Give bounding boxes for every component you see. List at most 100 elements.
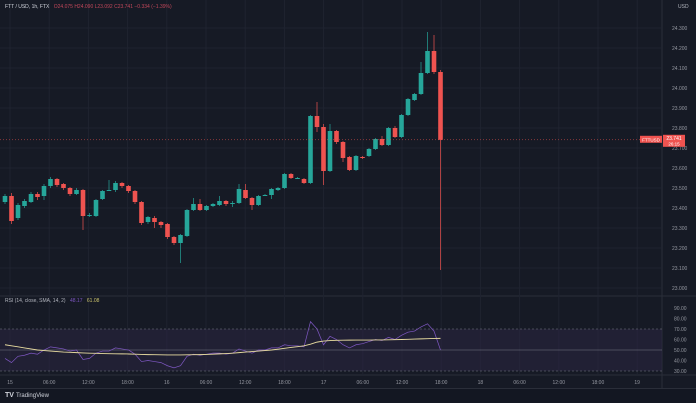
price-tick-label: 23.900 bbox=[672, 106, 688, 112]
time-tick-label: 18 bbox=[478, 380, 484, 386]
time-tick-label: 06:00 bbox=[200, 380, 213, 386]
time-tick-label: 18:00 bbox=[592, 380, 605, 386]
candle-body bbox=[139, 202, 144, 223]
rsi-tick-label: 80.00 bbox=[674, 317, 687, 323]
time-tick-label: 19 bbox=[634, 380, 640, 386]
candle bbox=[243, 184, 248, 199]
candle bbox=[379, 136, 385, 146]
candle-body bbox=[314, 116, 320, 127]
candle bbox=[165, 223, 170, 239]
price-tick-label: 23.600 bbox=[672, 166, 688, 172]
candle bbox=[236, 184, 242, 204]
candle bbox=[230, 201, 235, 207]
candle-body bbox=[418, 73, 424, 94]
candle bbox=[100, 190, 105, 200]
candle-body bbox=[48, 179, 53, 186]
candle bbox=[262, 194, 268, 196]
time-tick-label: 06:00 bbox=[513, 380, 526, 386]
currency-label: USD bbox=[678, 4, 689, 10]
candle-body bbox=[119, 183, 125, 186]
price-chart[interactable]: 15 06:00 12:00 18:00 16 06:00 12:00 18:00 17 06:0… bbox=[0, 0, 696, 388]
logo-text: TradingView bbox=[15, 393, 49, 399]
price-tick-label: 24.200 bbox=[672, 46, 688, 52]
candle bbox=[425, 32, 430, 74]
candle-body bbox=[22, 201, 27, 206]
price-tick-label: 23.500 bbox=[672, 186, 688, 192]
candle-body bbox=[249, 198, 255, 205]
candle-body bbox=[386, 128, 391, 145]
candle-body bbox=[399, 115, 404, 137]
candle-body bbox=[106, 190, 112, 191]
candle bbox=[366, 148, 372, 157]
rsi-ma-value: 61.08 bbox=[86, 298, 100, 304]
candle bbox=[15, 203, 21, 220]
candle-body bbox=[171, 237, 177, 243]
candle bbox=[139, 201, 144, 225]
candle bbox=[282, 173, 287, 189]
symbol-tag-text: FTTUSD bbox=[642, 137, 660, 142]
time-tick-label: 06:00 bbox=[43, 380, 56, 386]
candle bbox=[412, 93, 417, 101]
candle bbox=[28, 192, 34, 203]
candle bbox=[353, 155, 359, 171]
candle-body bbox=[334, 131, 339, 142]
rsi-tick-label: 50.00 bbox=[674, 348, 687, 354]
candle bbox=[41, 184, 47, 200]
rsi-tick-label: 60.00 bbox=[674, 338, 687, 344]
candle-body bbox=[145, 217, 151, 222]
time-tick-label: 18:00 bbox=[121, 380, 134, 386]
candle-body bbox=[15, 205, 21, 218]
candle bbox=[223, 200, 229, 206]
time-tick-label: 15 bbox=[7, 380, 13, 386]
candle-body bbox=[54, 179, 60, 185]
candle bbox=[360, 156, 365, 159]
tradingview-logo[interactable]: TV TradingView bbox=[5, 392, 49, 399]
candle bbox=[217, 196, 222, 206]
candle bbox=[347, 156, 352, 171]
candle bbox=[275, 187, 281, 191]
candle-body bbox=[327, 131, 333, 171]
candle-body bbox=[360, 157, 365, 158]
candle-body bbox=[366, 149, 372, 156]
candle-body bbox=[379, 139, 385, 145]
candle-body bbox=[210, 204, 216, 206]
candle-body bbox=[230, 203, 235, 204]
candle-body bbox=[353, 156, 359, 170]
rsi-tick-label: 30.00 bbox=[674, 369, 687, 375]
candle bbox=[334, 130, 339, 144]
time-tick-label: 18:00 bbox=[435, 380, 448, 386]
candle-body bbox=[288, 174, 294, 178]
time-tick-label: 17 bbox=[321, 380, 327, 386]
tv-logo-icon: TV bbox=[5, 392, 14, 399]
candle-body bbox=[243, 190, 248, 198]
candle-body bbox=[178, 235, 183, 243]
candle-body bbox=[184, 210, 190, 236]
candle bbox=[210, 203, 216, 207]
rsi-ma-line bbox=[4, 337, 441, 356]
candle bbox=[35, 192, 40, 200]
candle bbox=[308, 115, 313, 184]
candle bbox=[74, 188, 79, 195]
candle bbox=[191, 198, 196, 211]
rsi-tick-label: 90.00 bbox=[674, 306, 687, 312]
candle-body bbox=[158, 222, 164, 225]
candle-body bbox=[152, 218, 157, 222]
price-tick-label: 24.300 bbox=[672, 26, 688, 32]
price-tick-label: 23.700 bbox=[672, 146, 688, 152]
candle bbox=[288, 173, 294, 179]
symbol-title[interactable]: FTT / USD, 1h, FTX bbox=[5, 4, 50, 10]
rsi-title[interactable]: RSI (14, close, SMA, 14, 2) bbox=[5, 298, 66, 304]
candle-body bbox=[321, 127, 326, 171]
candle bbox=[295, 177, 300, 179]
price-tick-label: 23.000 bbox=[672, 286, 688, 292]
candle-body bbox=[2, 196, 8, 202]
candle bbox=[340, 141, 346, 162]
candle-body bbox=[431, 51, 437, 72]
candle bbox=[314, 102, 320, 132]
chart-legend: FTT / USD, 1h, FTX O24.075 H24.090 L23.0… bbox=[5, 4, 172, 10]
candle bbox=[197, 199, 203, 211]
price-tick-label: 24.100 bbox=[672, 66, 688, 72]
time-tick-label: 06:00 bbox=[357, 380, 370, 386]
candle-body bbox=[347, 157, 352, 170]
time-tick-label: 12:00 bbox=[553, 380, 566, 386]
